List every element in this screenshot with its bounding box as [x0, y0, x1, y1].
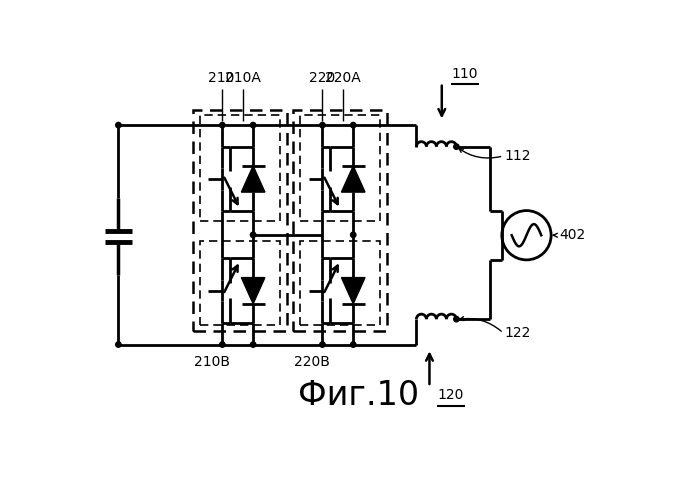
- Text: 220A: 220A: [325, 71, 361, 85]
- Text: 112: 112: [505, 149, 531, 163]
- Bar: [200, 115, 280, 221]
- Circle shape: [250, 232, 256, 238]
- Text: 122: 122: [505, 326, 531, 340]
- Text: 110: 110: [452, 67, 478, 81]
- Circle shape: [250, 342, 256, 347]
- Text: 210: 210: [208, 71, 235, 85]
- Bar: [300, 240, 380, 326]
- Polygon shape: [341, 166, 365, 192]
- Text: 210A: 210A: [225, 71, 261, 85]
- Polygon shape: [341, 278, 365, 304]
- Bar: [193, 110, 287, 331]
- Circle shape: [116, 122, 121, 128]
- Text: 210B: 210B: [194, 355, 231, 369]
- Circle shape: [319, 342, 325, 347]
- Text: 220: 220: [308, 71, 335, 85]
- Text: Фиг.10: Фиг.10: [298, 379, 419, 412]
- Text: 402: 402: [559, 228, 585, 242]
- Bar: [300, 115, 380, 221]
- Polygon shape: [241, 166, 265, 192]
- Circle shape: [454, 144, 459, 150]
- Text: 120: 120: [438, 388, 464, 402]
- Bar: [293, 110, 387, 331]
- Polygon shape: [241, 278, 265, 304]
- Circle shape: [350, 122, 356, 128]
- Text: 220B: 220B: [294, 355, 331, 369]
- Circle shape: [219, 122, 225, 128]
- Circle shape: [319, 122, 325, 128]
- Bar: [200, 240, 280, 326]
- Circle shape: [350, 342, 356, 347]
- Circle shape: [350, 232, 356, 238]
- Circle shape: [116, 342, 121, 347]
- Circle shape: [250, 122, 256, 128]
- Circle shape: [454, 316, 459, 322]
- Circle shape: [219, 342, 225, 347]
